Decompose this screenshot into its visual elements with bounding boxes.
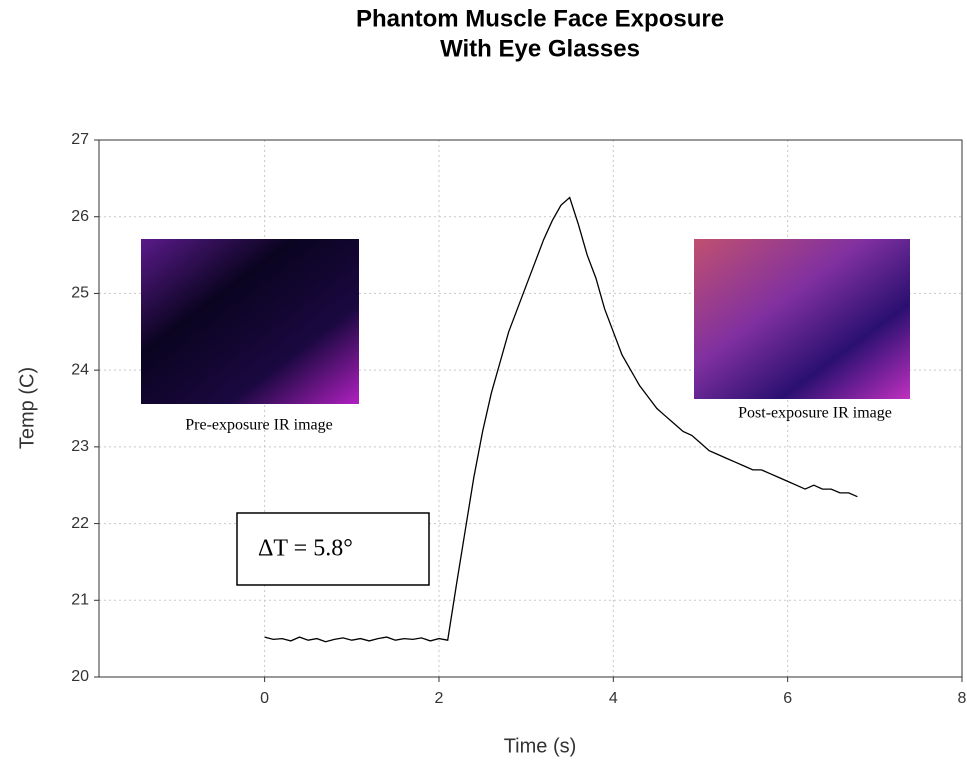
annotation: ΔT = 5.8° — [258, 536, 353, 562]
x-axis-label: Time (s) — [504, 735, 577, 757]
x-tick-label: 8 — [958, 690, 967, 707]
y-tick-label: 26 — [71, 208, 89, 225]
y-tick-label: 22 — [71, 515, 89, 532]
annotation: Pre-exposure IR image — [185, 417, 333, 434]
y-tick-label: 27 — [71, 131, 89, 148]
x-tick-label: 0 — [260, 690, 269, 707]
y-tick-label: 20 — [71, 668, 89, 685]
annotation-box — [236, 512, 430, 586]
plot-frame — [98, 139, 963, 678]
ir-image — [694, 239, 910, 399]
ir-image — [141, 239, 359, 404]
y-tick-label: 23 — [71, 438, 89, 455]
y-axis-label: Temp (C) — [16, 367, 38, 449]
data-line — [264, 196, 858, 643]
y-tick-label: 21 — [71, 592, 89, 609]
y-tick-label: 25 — [71, 285, 89, 302]
chart-title: With Eye Glasses — [440, 35, 640, 62]
y-tick-label: 24 — [71, 361, 89, 378]
annotation: Post-exposure IR image — [738, 405, 892, 422]
x-tick-label: 2 — [435, 690, 444, 707]
x-tick-label: 6 — [783, 690, 792, 707]
x-tick-label: 4 — [609, 690, 618, 707]
chart-title: Phantom Muscle Face Exposure — [356, 5, 724, 32]
